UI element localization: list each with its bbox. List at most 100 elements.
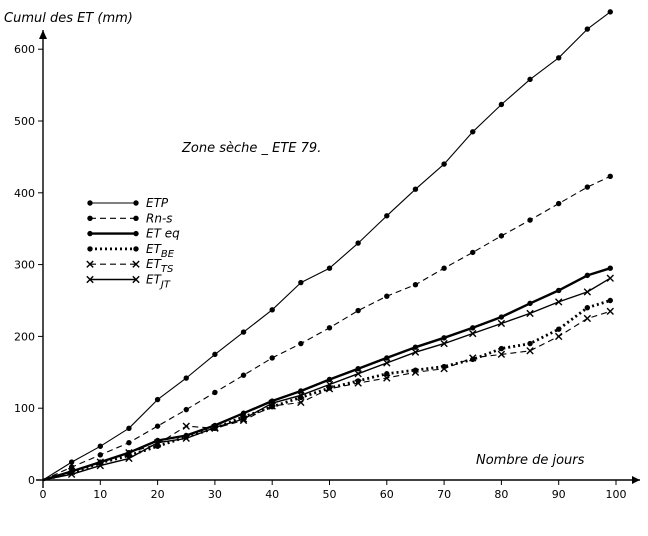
legend-item: Rn-s [87,211,173,225]
legend-marker [132,260,140,268]
series-et-jt-point [440,339,448,348]
x-tick-label: 40 [265,488,279,501]
legend-label: ETBE [146,242,175,260]
x-tick-label: 0 [40,488,47,501]
y-tick-label: 0 [28,474,35,487]
legend-label: ETTS [146,257,174,275]
legend-marker [86,275,94,284]
series-et-be-point [498,345,505,352]
y-tick-label: 600 [14,43,35,56]
series-et-jt-point [325,380,334,389]
series-et-eq-point [326,376,333,383]
legend-label: ETP [146,196,169,210]
series-et-ts-point [383,374,391,382]
legend-marker [86,260,94,268]
x-axis-label: Nombre de jours [476,453,585,468]
series-etp-point [498,101,505,108]
x-tick-label: 20 [151,488,165,501]
series-et-jt-point [239,415,248,423]
series-rn-s-point [183,406,189,413]
series-et-eq-point [556,287,562,294]
series-rn-s-point [97,452,104,458]
series-rn-s-point [298,340,304,347]
series-etp-point [355,240,361,246]
legend-marker [132,275,140,284]
series-etp-point [384,213,390,219]
series-et-ts-point [125,449,133,457]
legend-item: ET eq [87,227,180,241]
x-tick-label: 50 [323,488,337,501]
series-et-eq-point [607,265,613,271]
series-et-jt-point [297,391,305,399]
series-et-eq-point [527,300,533,307]
series-et-eq-line [42,267,611,482]
series-et-eq [42,265,613,482]
series-rn-s-point [441,265,447,271]
series-rn-s-point [126,439,132,446]
series-et-eq-point [298,388,304,394]
series-et-jt-point [497,319,506,328]
series-rn-s-point [527,217,533,223]
series-et-ts-point [497,350,506,359]
series-et-jt-point [526,309,534,318]
series-rn-s-point [470,249,476,256]
series-rn-s-point [556,200,562,207]
series-et-eq-point [412,344,419,350]
series-etp-point [68,459,75,465]
series-et-be-point [527,340,533,347]
y-tick-label: 300 [14,259,35,272]
series-rn-s-point [498,233,505,239]
series-et-eq-point [584,272,591,279]
x-tick-label: 10 [93,488,107,501]
series-et-jt-point [583,288,592,296]
x-tick-label: 80 [494,488,508,501]
series-etp-point [326,265,333,271]
series-et-jt-point [354,370,362,378]
series-et-jt-point [268,399,276,407]
series-rn-s-point [212,389,218,396]
series-etp-point [212,351,218,358]
series-rn-s-point [412,282,419,288]
series-et-jt [42,274,614,481]
series-rn-s-point [355,307,361,314]
series-rn-s-point [269,355,275,361]
series-etp-point [154,396,161,403]
series-et-ts-point [440,365,448,373]
legend-marker [87,215,93,221]
series-et-jt-point [469,329,477,338]
y-axis-label: Cumul des ET (mm) [4,11,133,26]
legend-item: ETBE [87,242,175,260]
series-layer [42,9,614,482]
series-et-jt-point [383,359,391,367]
series-etp [42,9,613,481]
series-et-ts-point [583,314,592,323]
legend-item: ETP [87,196,169,210]
series-rn-s-point [326,325,333,331]
series-rn-s-point [384,293,390,299]
series-etp-point [584,26,591,32]
series-et-be-point [607,297,613,304]
legend-marker [87,230,93,237]
legend-marker [133,215,139,221]
series-et-jt-point [411,348,420,356]
series-etp-point [269,307,275,313]
series-etp-point [412,186,419,192]
series-et-ts-point [182,422,190,430]
series-et-jt-point [606,274,614,282]
series-etp-line [42,11,611,481]
series-etp-point [556,55,562,61]
series-rn-s-point [240,372,247,378]
series-etp-point [240,329,247,335]
series-et-jt-point [211,423,219,432]
series-et-jt-point [555,298,563,306]
legend-item: ETTS [86,257,174,275]
series-etp-point [126,425,132,432]
series-et-eq-point [470,325,476,331]
legend-marker [87,246,93,252]
axes [36,30,640,488]
legend-marker [133,200,139,206]
series-et-ts-point [469,354,477,362]
series-etp-point [470,129,476,135]
series-et-jt-point [153,438,162,447]
